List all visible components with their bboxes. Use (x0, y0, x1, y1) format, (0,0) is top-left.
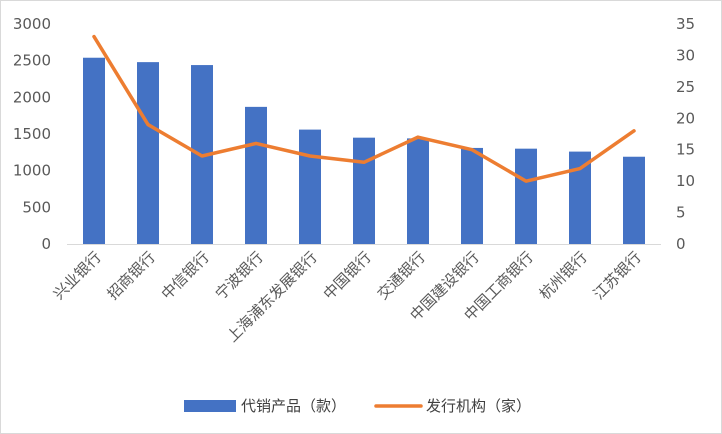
right-axis-tick-label: 30 (676, 46, 695, 64)
line-point (416, 135, 420, 139)
bar (407, 138, 429, 244)
right-axis-tick-label: 10 (676, 172, 695, 190)
category-label: 杭州银行 (536, 248, 591, 303)
bar (623, 156, 645, 244)
line-point (308, 154, 312, 158)
bar (83, 57, 105, 244)
bar-series (83, 57, 645, 245)
category-label: 招商银行 (104, 248, 159, 303)
line-point (254, 141, 258, 145)
category-labels: 兴业银行招商银行中信银行宁波银行上海浦东发展银行中国银行交通银行中国建设银行中国… (50, 248, 645, 346)
right-axis: 0 5 10 15 20 25 30 35 (676, 15, 695, 253)
category-label: 宁波银行 (212, 248, 267, 303)
left-axis-tick-label: 1000 (13, 162, 51, 180)
legend-bar-label: 代销产品（款） (241, 397, 346, 415)
category-label: 中信银行 (158, 248, 213, 303)
category-label: 中国银行 (320, 248, 375, 303)
left-axis: 0 500 1000 1500 2000 2500 3000 (13, 15, 51, 253)
category-label: 交通银行 (374, 248, 429, 303)
line-point (524, 179, 528, 183)
bar (299, 129, 321, 244)
right-axis-tick-label: 0 (676, 235, 686, 253)
right-axis-tick-label: 35 (676, 15, 695, 33)
line-point (470, 148, 474, 152)
bar (569, 151, 591, 244)
line-point (362, 160, 366, 164)
line-point (92, 35, 96, 39)
line-point (632, 129, 636, 133)
category-label: 兴业银行 (50, 248, 105, 303)
bar (461, 147, 483, 244)
legend: 代销产品（款） 发行机构（家） (184, 397, 531, 415)
legend-line-label: 发行机构（家） (426, 397, 531, 415)
legend-bar-swatch (184, 400, 236, 412)
right-axis-tick-label: 25 (676, 78, 695, 96)
right-axis-tick-label: 15 (676, 141, 695, 159)
line-point (200, 154, 204, 158)
bar (137, 62, 159, 245)
left-axis-tick-label: 3000 (13, 15, 51, 33)
bar (515, 148, 537, 244)
line-series (92, 34, 636, 183)
left-axis-tick-label: 1500 (13, 125, 51, 143)
line-point (146, 123, 150, 127)
left-axis-tick-label: 2500 (13, 52, 51, 70)
line-point (578, 167, 582, 171)
right-axis-tick-label: 20 (676, 109, 695, 127)
category-label: 上海浦东发展银行 (223, 248, 321, 346)
bar (245, 106, 267, 244)
left-axis-tick-label: 0 (41, 235, 51, 253)
bar (353, 137, 375, 244)
left-axis-tick-label: 2000 (13, 88, 51, 106)
category-label: 江苏银行 (590, 248, 645, 303)
left-axis-tick-label: 500 (22, 198, 51, 216)
right-axis-tick-label: 5 (676, 204, 686, 222)
